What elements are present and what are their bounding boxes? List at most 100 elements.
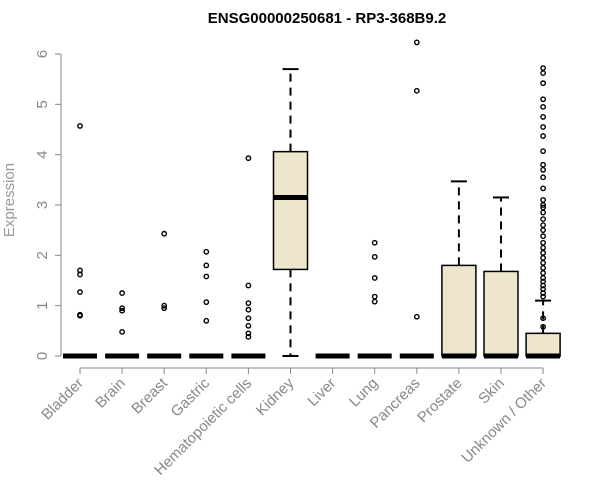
x-tick-label: Prostate	[414, 375, 466, 427]
outlier-point	[161, 305, 168, 312]
box-group	[357, 239, 392, 359]
outlier-point	[245, 333, 252, 340]
outlier-point	[245, 306, 252, 313]
box-group	[105, 290, 140, 359]
outlier-point	[540, 161, 546, 168]
outlier-point	[540, 222, 546, 229]
outlier-point	[540, 323, 546, 330]
outlier-point	[540, 124, 546, 130]
box	[441, 264, 477, 357]
x-tick-label: Kidney	[253, 374, 298, 419]
y-axis: 0 1 2 3 4 5 6	[34, 50, 62, 360]
outlier-point	[203, 299, 210, 306]
box-group	[147, 230, 182, 359]
box	[525, 332, 561, 357]
outlier-point	[540, 270, 546, 276]
outlier-point	[540, 70, 546, 77]
x-tick-label: Breast	[128, 374, 171, 417]
box-group	[525, 65, 561, 359]
y-tick-label: 5	[34, 100, 51, 108]
outlier-point	[77, 289, 83, 295]
box-group	[231, 155, 266, 359]
outlier-point	[245, 315, 252, 322]
outlier-point	[77, 312, 83, 319]
outlier-point	[203, 317, 210, 324]
outlier-point	[161, 302, 168, 309]
outlier-point	[540, 80, 546, 87]
outlier-point	[540, 293, 546, 300]
y-tick-label: 2	[34, 251, 51, 259]
outlier-point	[245, 330, 252, 337]
outlier-point	[540, 244, 546, 251]
outlier-point	[540, 315, 546, 322]
outlier-point	[203, 248, 210, 255]
outlier-point	[413, 87, 420, 94]
box	[483, 270, 519, 357]
box-group	[441, 180, 477, 359]
y-axis-label: Expression	[1, 163, 18, 237]
outlier-point	[245, 282, 252, 289]
outlier-point	[540, 282, 546, 289]
outlier-point	[245, 155, 252, 162]
outlier-point	[540, 103, 546, 110]
outlier-point	[540, 96, 546, 103]
outlier-point	[540, 259, 546, 266]
outlier-point	[540, 233, 546, 240]
boxes-layer	[63, 39, 561, 359]
outlier-point	[119, 290, 126, 296]
outlier-point	[540, 209, 546, 216]
outlier-point	[540, 254, 546, 261]
outlier-point	[371, 239, 378, 246]
outlier-point	[161, 230, 168, 237]
outlier-point	[245, 322, 252, 329]
y-tick-label: 4	[34, 150, 51, 158]
outlier-point	[540, 249, 546, 256]
outlier-point	[413, 313, 420, 320]
box	[272, 150, 309, 271]
box-group	[483, 196, 519, 359]
outlier-point	[540, 239, 546, 246]
chart-title: ENSG00000250681 - RP3-368B9.2	[208, 10, 447, 27]
outlier-point	[540, 197, 546, 203]
outlier-point	[245, 300, 252, 307]
outlier-point	[77, 271, 83, 278]
outlier-point	[371, 293, 378, 300]
y-tick-label: 3	[34, 201, 51, 209]
outlier-point	[540, 65, 546, 71]
outlier-point	[119, 328, 126, 335]
outlier-point	[203, 262, 210, 269]
outlier-point	[77, 123, 83, 129]
outlier-point	[540, 185, 546, 192]
x-tick-label: Liver	[304, 375, 339, 410]
outlier-point	[540, 148, 546, 155]
box-group	[399, 39, 434, 359]
y-tick-label: 6	[34, 50, 51, 58]
outlier-point	[540, 166, 546, 173]
x-tick-label: Brain	[92, 375, 129, 412]
outlier-point	[540, 290, 546, 296]
x-tick-label: Lung	[346, 375, 382, 411]
outlier-point	[540, 133, 546, 139]
outlier-point	[119, 305, 126, 312]
outlier-point	[540, 216, 546, 222]
outlier-point	[371, 298, 378, 305]
outlier-point	[371, 275, 378, 281]
x-tick-label: Skin	[475, 375, 508, 408]
outlier-point	[540, 114, 546, 120]
outlier-point	[203, 273, 210, 280]
outlier-point	[540, 227, 546, 234]
outlier-point	[540, 265, 546, 271]
outlier-point	[540, 275, 546, 281]
box-group	[189, 248, 224, 359]
outlier-point	[540, 174, 546, 181]
outlier-point	[371, 253, 378, 260]
outlier-point	[119, 307, 126, 314]
y-tick-label: 1	[34, 301, 51, 309]
box-group	[272, 68, 309, 357]
box-group	[63, 123, 97, 359]
outlier-point	[413, 39, 420, 46]
outlier-point	[540, 202, 546, 208]
x-tick-label: Bladder	[38, 375, 87, 424]
